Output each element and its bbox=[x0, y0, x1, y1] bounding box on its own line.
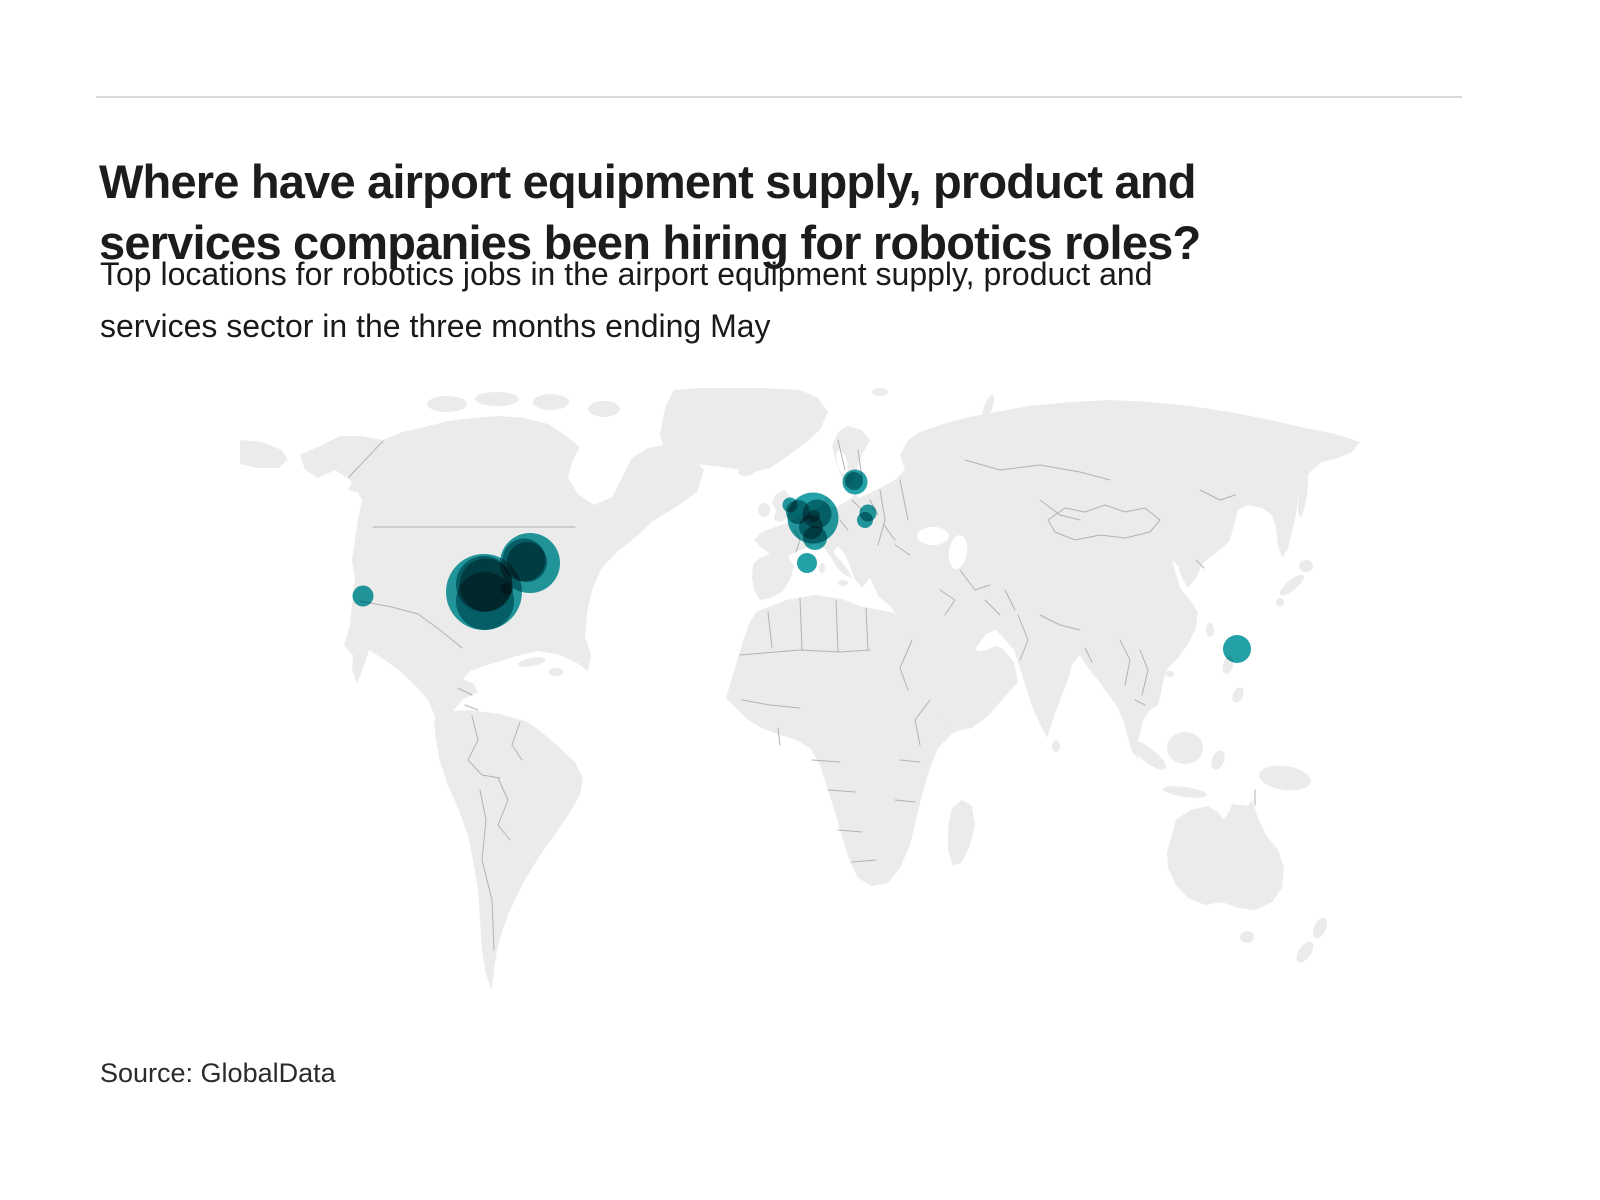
land-sicily bbox=[838, 580, 848, 586]
land-eurasia bbox=[752, 400, 1360, 760]
land-hispaniola bbox=[549, 668, 563, 676]
sea-caspian bbox=[948, 535, 968, 569]
land-madagascar bbox=[948, 800, 975, 866]
land-arctic-island bbox=[427, 396, 467, 412]
page-title: Where have airport equipment supply, pro… bbox=[99, 151, 1359, 273]
land-borneo bbox=[1167, 732, 1203, 764]
bubble-us-northeast bbox=[507, 542, 547, 582]
land-new-guinea bbox=[1259, 765, 1311, 791]
page-subtitle-line-1: Top locations for robotics jobs in the a… bbox=[100, 256, 1153, 292]
land-sakhalin bbox=[1297, 473, 1309, 517]
land-chukotka-wrap bbox=[240, 440, 288, 468]
bubbles-group bbox=[352, 469, 1251, 663]
sea-black bbox=[917, 527, 949, 545]
page-title-line-1: Where have airport equipment supply, pro… bbox=[99, 155, 1197, 209]
land-africa bbox=[726, 595, 970, 886]
land-kyushu bbox=[1276, 598, 1284, 606]
sea-persian-gulf bbox=[976, 636, 1000, 652]
land-novaya-zemlya bbox=[981, 394, 995, 422]
page-subtitle: Top locations for robotics jobs in the a… bbox=[100, 248, 1500, 352]
land-tasmania bbox=[1240, 931, 1254, 943]
land-arctic-island bbox=[533, 394, 569, 410]
land-greenland bbox=[660, 388, 828, 472]
page-title-line-2: services companies been hiring for robot… bbox=[99, 216, 1201, 270]
land-sardinia bbox=[819, 563, 825, 573]
land-cuba bbox=[518, 657, 546, 667]
land-arctic-island bbox=[588, 401, 620, 417]
header-divider-line bbox=[96, 96, 1462, 98]
land-iceland bbox=[738, 468, 754, 476]
land-svalbard bbox=[872, 388, 888, 396]
land-arctic-island bbox=[475, 392, 519, 406]
bubble-northwest-europe bbox=[803, 526, 827, 550]
land-new-zealand-north bbox=[1312, 917, 1328, 939]
bubble-poland bbox=[857, 512, 873, 528]
land-australia bbox=[1167, 800, 1284, 910]
land-new-zealand-south bbox=[1296, 941, 1314, 963]
bubble-eastern-china bbox=[1223, 635, 1251, 663]
bubble-us-central bbox=[459, 558, 513, 612]
land-honshu bbox=[1280, 574, 1304, 596]
land-taiwan bbox=[1206, 623, 1214, 637]
bubble-southern-france bbox=[797, 553, 817, 573]
land-hainan bbox=[1166, 671, 1174, 677]
land-sumatra bbox=[1130, 740, 1166, 770]
land-hokkaido bbox=[1299, 560, 1313, 572]
page-subtitle-line-2: services sector in the three months endi… bbox=[100, 308, 771, 344]
country-borders bbox=[348, 439, 1256, 951]
bubble-us-west-coast bbox=[352, 585, 374, 607]
land-sulawesi bbox=[1211, 750, 1225, 770]
land-philippines bbox=[1232, 687, 1244, 703]
land-arctic-island bbox=[433, 425, 457, 435]
land-south-america bbox=[434, 710, 583, 990]
bubble-us-central bbox=[501, 583, 513, 595]
land-ireland bbox=[758, 503, 770, 517]
bubble-finland bbox=[845, 472, 863, 490]
source-caption: Source: GlobalData bbox=[100, 1058, 336, 1088]
landmasses bbox=[240, 388, 1360, 990]
land-sri-lanka bbox=[1052, 740, 1060, 752]
bubble-northwest-europe bbox=[808, 510, 820, 522]
land-java bbox=[1163, 786, 1207, 798]
